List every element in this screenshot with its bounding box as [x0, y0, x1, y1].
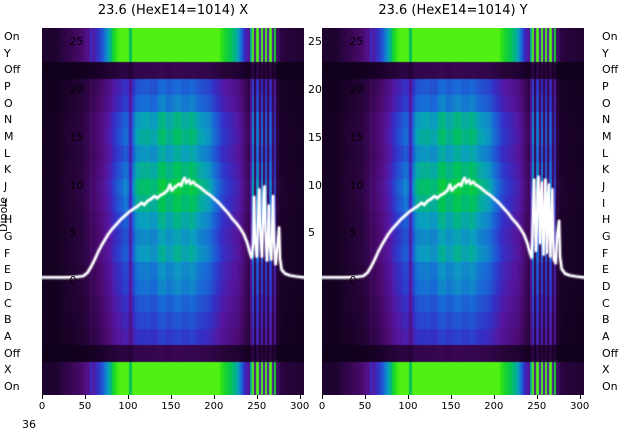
- dipole-label: A: [4, 330, 12, 344]
- x-tick: [450, 395, 452, 399]
- chart-y-title: 23.6 (HexE14=1014) Y: [378, 3, 528, 18]
- x-tick-label: 300: [290, 401, 310, 412]
- dipole-label: J: [4, 179, 8, 193]
- corner-value: 36: [22, 418, 36, 431]
- y-tick-label-right: 10: [308, 178, 322, 192]
- x-tick: [299, 395, 301, 399]
- dipole-label: N: [4, 113, 13, 127]
- dipole-label: I: [602, 196, 606, 210]
- dipole-label: D: [4, 280, 13, 294]
- dipole-label: O: [4, 96, 13, 110]
- x-tick: [536, 395, 538, 399]
- x-tick-label: 0: [38, 401, 46, 412]
- x-tick: [84, 395, 86, 399]
- dipole-label: Off: [602, 63, 619, 77]
- dipole-label: P: [602, 79, 609, 93]
- x-tick: [493, 395, 495, 399]
- x-tick-label: 200: [484, 401, 504, 412]
- dipole-label: On: [4, 29, 20, 43]
- x-tick: [256, 395, 258, 399]
- dipole-label: E: [602, 263, 609, 277]
- dipole-label: D: [602, 280, 611, 294]
- x-tick-label: 250: [247, 401, 267, 412]
- x-tick: [213, 395, 215, 399]
- x-tick-label: 250: [527, 401, 547, 412]
- dipole-label: E: [4, 263, 11, 277]
- x-tick-label: 50: [358, 401, 372, 412]
- x-tick: [407, 395, 409, 399]
- dipole-label: K: [4, 163, 12, 177]
- x-tick-label: 100: [398, 401, 418, 412]
- dipole-label: M: [4, 129, 14, 143]
- x-tick-label: 0: [318, 401, 326, 412]
- dipole-label: A: [602, 330, 610, 344]
- dipole-label: Off: [4, 63, 21, 77]
- x-tick-label: 200: [204, 401, 224, 412]
- x-tick-label: 150: [441, 401, 461, 412]
- dipole-label: Off: [602, 346, 619, 360]
- dipole-label: O: [602, 96, 611, 110]
- x-tick: [364, 395, 366, 399]
- dipole-label: Y: [602, 46, 609, 60]
- x-tick: [579, 395, 581, 399]
- x-tick: [127, 395, 129, 399]
- dipole-label: On: [4, 380, 20, 394]
- dipole-label: On: [602, 380, 618, 394]
- dipole-label: F: [4, 246, 11, 260]
- heatmap-x: [42, 28, 304, 395]
- dipole-label: X: [4, 363, 12, 377]
- chart-x-title: 23.6 (HexE14=1014) X: [97, 3, 249, 18]
- x-tick-label: 100: [118, 401, 138, 412]
- dipole-label: L: [4, 146, 11, 160]
- dipole-label: P: [4, 79, 11, 93]
- dipole-label: H: [4, 213, 13, 227]
- x-tick: [42, 395, 43, 399]
- dipole-label: B: [4, 313, 12, 327]
- y-tick-label-right: 15: [308, 130, 322, 144]
- dipole-label: C: [602, 296, 610, 310]
- y-tick-label-right: 5: [308, 226, 315, 240]
- y-tick-label-right: 25: [308, 35, 322, 49]
- dipole-label: Off: [4, 346, 21, 360]
- dipole-label: I: [4, 196, 8, 210]
- x-tick: [322, 395, 323, 399]
- heatmap-y: [322, 28, 584, 395]
- dipole-label: G: [602, 230, 611, 243]
- dipole-label: J: [602, 179, 606, 193]
- x-tick: [170, 395, 172, 399]
- y-tick-label-right: 20: [308, 83, 322, 97]
- dipole-label: H: [602, 213, 611, 227]
- dipole-label: N: [602, 113, 611, 127]
- dipole-label: F: [602, 246, 609, 260]
- dipole-label: L: [602, 146, 609, 160]
- x-tick-label: 300: [570, 401, 590, 412]
- dipole-label: C: [4, 296, 12, 310]
- dipole-label: Y: [4, 46, 11, 60]
- dipole-label: G: [4, 230, 13, 243]
- dipole-label: K: [602, 163, 610, 177]
- dipole-label: X: [602, 363, 610, 377]
- dipole-label: M: [602, 129, 612, 143]
- x-tick-label: 150: [161, 401, 181, 412]
- dipole-label: B: [602, 313, 610, 327]
- dipole-label: On: [602, 29, 618, 43]
- x-tick-label: 50: [78, 401, 92, 412]
